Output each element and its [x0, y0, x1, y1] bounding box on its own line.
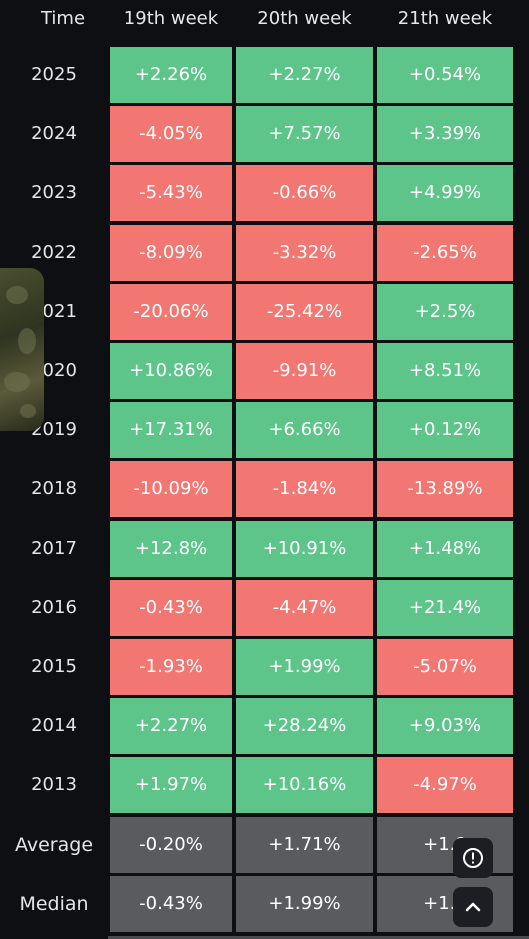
summary-row: Median -0.43% +1.99% +1.4 [0, 875, 529, 932]
return-cell: +21.4% [377, 579, 513, 636]
year-label: 2016 [31, 596, 77, 618]
return-cell: -2.65% [377, 224, 513, 281]
return-cell: -5.07% [377, 639, 513, 695]
year-label: 2015 [31, 656, 77, 677]
return-cell: +2.27% [236, 47, 373, 103]
year-label: 2023 [31, 182, 77, 204]
return-cell: -20.06% [110, 283, 232, 340]
return-cell: +10.86% [110, 343, 232, 399]
table-row: 2018 -10.09% -1.84% -13.89% [0, 461, 529, 518]
year-label: 2013 [31, 774, 77, 796]
scroll-top-button[interactable] [453, 887, 493, 927]
floating-thumbnail-image[interactable] [0, 268, 44, 431]
feedback-button[interactable] [453, 838, 493, 878]
return-cell: -1.93% [110, 639, 232, 695]
return-cell: -4.47% [236, 579, 373, 636]
year-label: 2022 [31, 241, 77, 263]
table-row: 2016 -0.43% -4.47% +21.4% [0, 579, 529, 636]
table-row: 2019 +17.31% +6.66% +0.12% [0, 402, 529, 459]
table-row: 2014 +2.27% +28.24% +9.03% [0, 698, 529, 755]
chevron-up-icon [465, 902, 481, 912]
header-20th-week: 20th week [257, 8, 352, 29]
return-cell: +8.51% [377, 343, 513, 399]
return-cell: +3.39% [377, 106, 513, 163]
year-label: 2025 [31, 64, 77, 85]
exclamation-circle-icon [463, 848, 483, 868]
return-cell: +2.27% [110, 698, 232, 755]
table-row: 2017 +12.8% +10.91% +1.48% [0, 520, 529, 577]
table-row: 2013 +1.97% +10.16% -4.97% [0, 757, 529, 814]
year-label: 2017 [31, 537, 77, 559]
return-cell: +2.26% [110, 47, 232, 103]
return-cell: +10.91% [236, 520, 373, 577]
return-cell: +7.57% [236, 106, 373, 163]
return-cell: +2.5% [377, 283, 513, 340]
return-cell: +12.8% [110, 520, 232, 577]
return-cell: +4.99% [377, 165, 513, 222]
table-row: 2024 -4.05% +7.57% +3.39% [0, 106, 529, 163]
return-cell: +10.16% [236, 757, 373, 814]
return-cell: -1.84% [236, 461, 373, 518]
return-cell: -13.89% [377, 461, 513, 518]
header-time: Time [40, 8, 86, 29]
summary-cell: +1.71% [236, 816, 373, 873]
return-cell: +0.12% [377, 402, 513, 459]
return-cell: -9.91% [236, 343, 373, 399]
return-cell: -5.43% [110, 165, 232, 222]
header-21th-week: 21th week [397, 8, 493, 29]
return-cell: -0.43% [110, 579, 232, 636]
summary-cell: -0.20% [110, 816, 232, 873]
return-cell: +28.24% [236, 698, 373, 755]
return-cell: -4.05% [110, 106, 232, 163]
year-label: 2019 [31, 419, 77, 441]
return-cell: +6.66% [236, 402, 373, 459]
return-cell: +1.97% [110, 757, 232, 814]
table-row: 2023 -5.43% -0.66% +4.99% [0, 165, 529, 222]
year-label: 2024 [31, 123, 77, 145]
year-label: 2014 [31, 715, 77, 737]
next-row-edge [108, 936, 529, 939]
table-row: 2021 -20.06% -25.42% +2.5% [0, 283, 529, 340]
return-cell: -8.09% [110, 224, 232, 281]
summary-row: Average -0.20% +1.71% +1.9 [0, 816, 529, 873]
summary-cell: +1.99% [236, 875, 373, 932]
return-cell: +9.03% [377, 698, 513, 755]
year-label: 2018 [31, 478, 77, 500]
return-cell: +17.31% [110, 402, 232, 459]
table-row: 2015 -1.93% +1.99% -5.07% [0, 639, 529, 695]
table-row: 2025 +2.26% +2.27% +0.54% [0, 47, 529, 103]
return-cell: -25.42% [236, 283, 373, 340]
return-cell: +1.99% [236, 639, 373, 695]
table-header: Time 19th week 20th week 21th week [0, 0, 529, 40]
summary-label: Median [19, 892, 89, 915]
return-cell: +1.48% [377, 520, 513, 577]
return-cell: -3.32% [236, 224, 373, 281]
return-cell: -0.66% [236, 165, 373, 222]
table-row: 2022 -8.09% -3.32% -2.65% [0, 224, 529, 281]
return-cell: -4.97% [377, 757, 513, 814]
table-row: 2020 +10.86% -9.91% +8.51% [0, 343, 529, 399]
return-cell: +0.54% [377, 47, 513, 103]
summary-label: Average [14, 833, 94, 856]
summary-cell: -0.43% [110, 875, 232, 932]
header-19th-week: 19th week [123, 8, 219, 29]
return-cell: -10.09% [110, 461, 232, 518]
